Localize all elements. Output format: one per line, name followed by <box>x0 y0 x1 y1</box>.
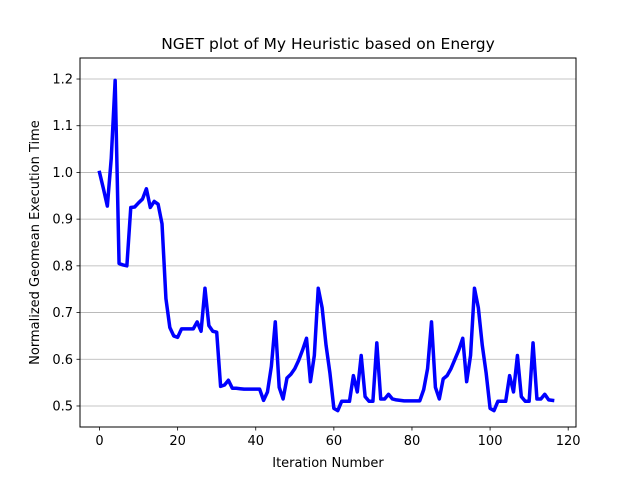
y-tick-label: 0.7 <box>52 306 73 321</box>
y-tick-label: 0.8 <box>52 259 73 274</box>
y-tick-label: 1.0 <box>52 166 73 181</box>
x-tick-label: 0 <box>95 434 103 449</box>
y-axis-label: Normalized Geomean Execution Time <box>28 120 43 365</box>
x-tick-label: 20 <box>169 434 186 449</box>
y-tick-label: 0.6 <box>52 353 73 368</box>
chart-title: NGET plot of My Heuristic based on Energ… <box>161 35 495 53</box>
x-tick-label: 60 <box>326 434 343 449</box>
y-tick-label: 1.2 <box>52 73 73 88</box>
x-tick-label: 120 <box>556 434 581 449</box>
data-series <box>97 78 555 413</box>
y-tick-label: 0.9 <box>52 213 73 228</box>
plot-area-frame <box>79 57 577 428</box>
y-tick-label: 1.1 <box>52 119 73 134</box>
y-axis-ticks: 0.5 0.6 0.7 0.8 0.9 1.0 1.1 1.2 <box>52 73 80 414</box>
x-axis-label: Iteration Number <box>272 456 384 471</box>
x-axis-ticks: 0 20 40 60 80 100 120 <box>95 427 581 449</box>
x-tick-label: 80 <box>404 434 421 449</box>
x-tick-label: 100 <box>478 434 503 449</box>
y-tick-label: 0.5 <box>52 399 73 414</box>
x-tick-label: 40 <box>247 434 264 449</box>
series-line <box>97 78 555 413</box>
